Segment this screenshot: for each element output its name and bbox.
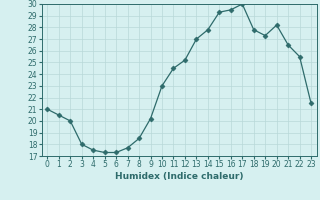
- X-axis label: Humidex (Indice chaleur): Humidex (Indice chaleur): [115, 172, 244, 181]
